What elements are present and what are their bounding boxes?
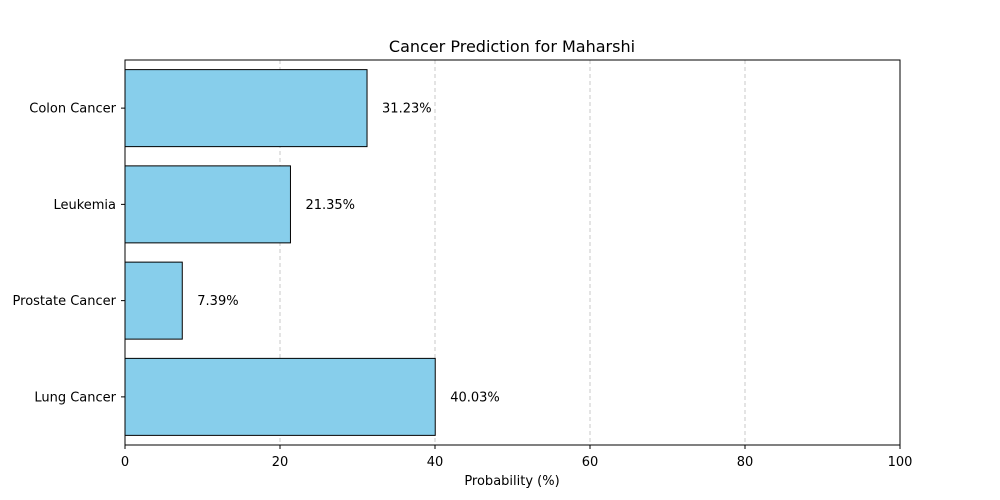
bar-colon-cancer [124, 69, 368, 148]
bar-leukemia [124, 165, 291, 244]
y-tick-label-prostate-cancer: Prostate Cancer [13, 294, 117, 309]
plot-frame [124, 59, 901, 446]
x-tick-label-1: 20 [272, 455, 289, 470]
y-tick-label-colon-cancer: Colon Cancer [29, 102, 116, 117]
x-tick-label-2: 40 [427, 455, 444, 470]
x-tick-label-4: 80 [737, 455, 754, 470]
bar-prostate-cancer [124, 261, 183, 340]
x-axis-label: Probability (%) [464, 474, 559, 489]
axes-layer: Lung Cancer Prostate Cancer Leukemia Colon … [13, 59, 913, 470]
x-tick-label-5: 100 [888, 455, 913, 470]
data-label-lung-cancer: 40.03% [450, 390, 500, 405]
bar-lung-cancer [124, 357, 436, 436]
bars-layer: 40.03% 7.39% 21.35% 31.23% [124, 69, 500, 436]
y-tick-label-leukemia: Leukemia [53, 198, 116, 213]
data-label-colon-cancer: 31.23% [382, 102, 432, 117]
x-tick-label-3: 60 [582, 455, 599, 470]
x-tick-label-0: 0 [121, 455, 129, 470]
chart-title: Cancer Prediction for Maharshi [389, 37, 635, 56]
y-tick-label-lung-cancer: Lung Cancer [34, 390, 116, 405]
data-label-prostate-cancer: 7.39% [197, 294, 238, 309]
data-label-leukemia: 21.35% [305, 198, 355, 213]
